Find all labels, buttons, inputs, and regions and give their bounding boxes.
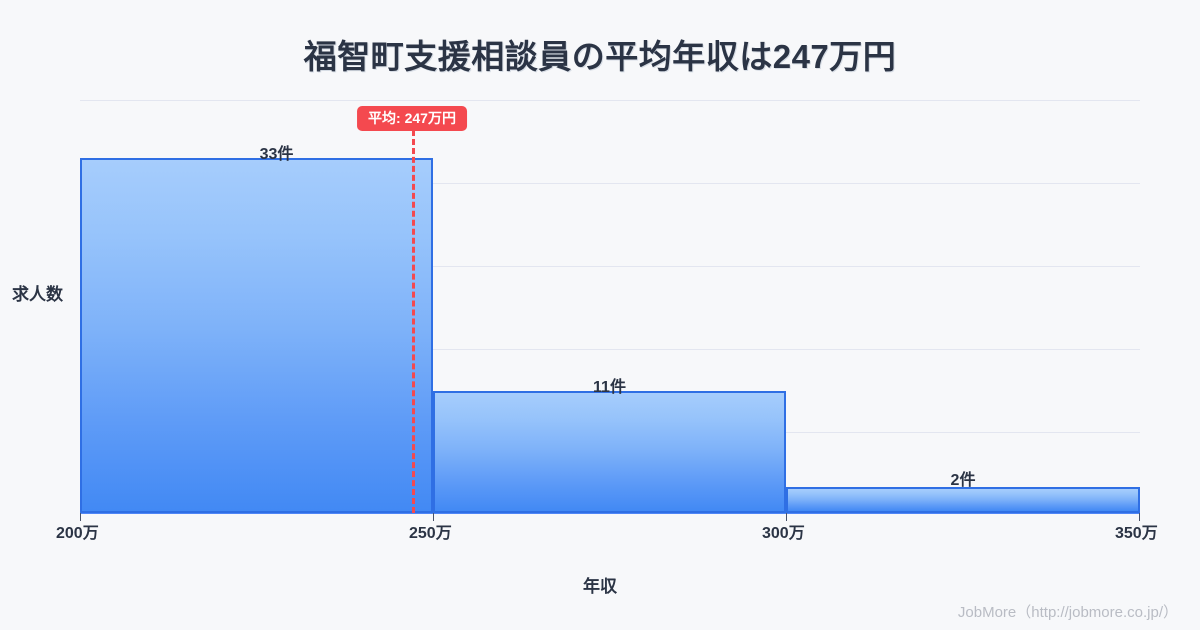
tick-mark-250 [433, 513, 434, 521]
y-axis-title: 求人数 [12, 285, 63, 304]
bar-value-label-0: 33件 [259, 146, 294, 163]
x-axis-baseline [80, 513, 1140, 514]
bar-value-label-2: 2件 [950, 472, 976, 489]
x-tick-label-300: 300万 [762, 525, 805, 542]
page-title: 福智町支援相談員の平均年収は247万円 [303, 38, 897, 75]
average-line [412, 130, 415, 513]
plot-area [80, 100, 1140, 514]
x-axis-title: 年収 [583, 577, 617, 596]
footer-credit: JobMore（http://jobmore.co.jp/） [957, 604, 1178, 621]
x-tick-label-250: 250万 [409, 525, 452, 542]
gridline [80, 266, 1140, 267]
gridline [80, 100, 1140, 101]
tick-mark-350 [1139, 513, 1140, 521]
tick-mark-300 [786, 513, 787, 521]
bar-bin-300-350[interactable] [786, 487, 1140, 513]
tick-mark-200 [80, 513, 81, 521]
gridline [80, 183, 1140, 184]
bar-bin-250-300[interactable] [433, 391, 786, 513]
x-tick-label-200: 200万 [56, 525, 99, 542]
bar-bin-200-250[interactable] [80, 158, 433, 513]
bar-value-label-1: 11件 [593, 379, 626, 396]
gridline [80, 349, 1140, 350]
average-badge: 平均: 247万円 [357, 106, 467, 131]
x-tick-label-350: 350万 [1115, 525, 1158, 542]
